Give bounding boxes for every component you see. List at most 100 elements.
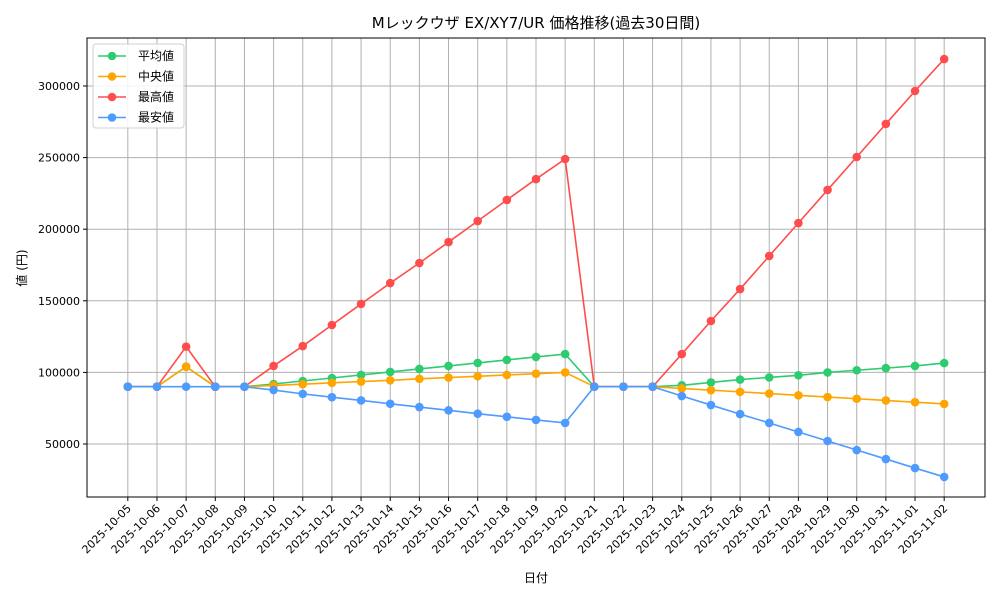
data-point (764, 418, 774, 428)
data-point (181, 342, 191, 351)
data-point (939, 399, 949, 409)
data-point (764, 389, 774, 398)
data-point (444, 237, 453, 247)
data-point (415, 364, 424, 374)
data-point (269, 361, 278, 371)
legend-item: 最高値 (98, 89, 174, 104)
data-point (444, 406, 453, 415)
data-point (881, 119, 891, 129)
data-point (123, 382, 133, 392)
data-point (881, 363, 891, 373)
data-point (298, 389, 308, 399)
data-point (531, 369, 541, 378)
legend-label: 中央値 (138, 69, 174, 84)
data-point (444, 361, 453, 371)
data-point (444, 373, 453, 382)
data-point (910, 361, 920, 371)
legend-marker (107, 72, 117, 81)
data-point (735, 387, 745, 397)
data-point (677, 391, 687, 401)
y-tick-label: 150000 (38, 295, 80, 308)
data-point (502, 195, 512, 205)
data-point (473, 216, 482, 226)
data-point (852, 445, 862, 455)
legend-label: 平均値 (138, 48, 174, 63)
data-point (385, 278, 395, 288)
y-tick-label: 50000 (45, 438, 80, 451)
data-point (385, 375, 395, 385)
data-point (385, 399, 395, 409)
x-axis-label: 日付 (524, 571, 548, 585)
legend-label: 最安値 (138, 110, 174, 125)
data-point (910, 397, 920, 407)
data-point (735, 409, 745, 419)
data-point (794, 391, 803, 400)
legend-item: 最安値 (98, 110, 174, 125)
data-point (677, 384, 687, 393)
legend-item: 中央値 (98, 69, 174, 84)
data-point (356, 377, 366, 386)
data-point (619, 382, 628, 392)
legend-marker (107, 113, 117, 122)
data-point (152, 382, 162, 392)
y-axis: 50000 100000 150000 200000 250000 300000 (38, 80, 87, 451)
data-point (415, 402, 424, 412)
data-point (852, 152, 862, 162)
data-point (502, 412, 512, 422)
data-point (356, 396, 366, 405)
data-point (764, 251, 774, 261)
data-point (269, 385, 278, 395)
data-point (415, 258, 424, 268)
data-point (706, 316, 716, 326)
data-point (794, 370, 803, 380)
data-point (706, 378, 716, 387)
data-point (560, 154, 570, 164)
data-point (648, 382, 657, 392)
data-point (939, 54, 949, 64)
data-point (181, 382, 191, 392)
data-point (590, 382, 599, 392)
data-point (327, 378, 337, 388)
data-point (181, 362, 191, 371)
data-point (910, 463, 920, 473)
data-point (240, 382, 249, 392)
data-point (327, 392, 337, 402)
legend-box (92, 43, 185, 129)
y-tick-label: 200000 (38, 223, 80, 236)
series-group (123, 54, 949, 482)
data-point (677, 349, 687, 359)
data-point (794, 427, 803, 437)
data-point (823, 368, 832, 377)
data-point (881, 396, 891, 405)
legend-item: 平均値 (98, 48, 174, 63)
data-point (910, 86, 920, 96)
data-point (298, 379, 308, 389)
data-point (531, 352, 541, 362)
y-axis-label: 値 (円) (14, 249, 29, 286)
data-point (385, 367, 395, 377)
data-point (881, 454, 891, 464)
y-tick-label: 300000 (38, 80, 80, 93)
data-point (415, 374, 424, 384)
data-point (852, 394, 862, 404)
data-point (560, 418, 570, 428)
data-point (473, 358, 482, 368)
data-point (502, 355, 512, 365)
legend-marker (107, 51, 117, 61)
data-point (823, 436, 832, 446)
data-point (502, 370, 512, 380)
x-axis: 2025-10-052025-10-062025-10-072025-10-08… (80, 497, 950, 556)
legend-marker (107, 92, 117, 102)
data-point (764, 373, 774, 382)
data-point (823, 185, 832, 195)
data-point (939, 358, 949, 368)
grid (87, 38, 985, 497)
data-point (735, 284, 745, 294)
data-point (706, 400, 716, 410)
data-point (939, 472, 949, 482)
data-point (210, 382, 220, 392)
data-point (327, 320, 337, 330)
data-point (560, 349, 570, 359)
